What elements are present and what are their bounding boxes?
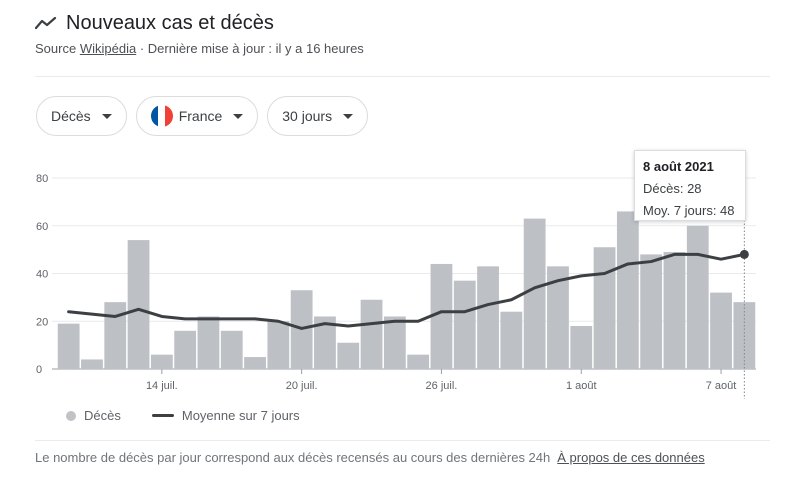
france-flag-icon [150, 105, 173, 127]
bar [220, 330, 243, 369]
y-tick-label: 80 [36, 173, 48, 185]
bar [383, 316, 406, 369]
bar [104, 302, 127, 369]
chevron-down-icon [101, 113, 112, 119]
bar [500, 311, 523, 369]
chart-legend: Décès Moyenne sur 7 jours [66, 408, 300, 423]
divider [35, 76, 770, 77]
bar [244, 357, 266, 369]
bar [477, 266, 499, 369]
bar [593, 247, 616, 369]
legend-average-swatch [151, 414, 174, 417]
average-line [67, 252, 746, 330]
source-line: Source Wikipédia · Dernière mise à jour … [35, 41, 364, 56]
chevron-down-icon [233, 113, 244, 119]
bar [453, 280, 476, 369]
period-dropdown[interactable]: 30 jours [267, 96, 369, 136]
chevron-down-icon [343, 113, 354, 119]
bar [663, 252, 686, 369]
legend-deaths-label: Décès [84, 408, 121, 423]
deaths-chart[interactable]: 0 20 40 60 80 14 juil. 20 juil. 26 juil. 1 août 7… [0, 140, 796, 410]
bar [710, 292, 732, 369]
update-info: · Dernière mise à jour : il y a 16 heure… [139, 41, 364, 56]
tooltip-date: 8 août 2021 [643, 159, 714, 174]
trend-icon [34, 16, 57, 30]
metric-dropdown[interactable]: Décès [36, 96, 127, 136]
bar [81, 359, 103, 369]
bar [616, 211, 639, 369]
legend-average-label: Moyenne sur 7 jours [181, 408, 300, 423]
country-dropdown[interactable]: France [135, 96, 259, 136]
y-tick-label: 60 [36, 221, 48, 233]
x-tick-label: 7 août [706, 380, 737, 392]
legend-deaths-swatch [66, 410, 76, 421]
period-value: 30 jours [282, 108, 333, 124]
source-label: Source [35, 41, 77, 56]
x-tick-label: 1 août [566, 380, 597, 392]
tooltip-average: Moy. 7 jours: 48 [643, 203, 735, 218]
bar [150, 354, 173, 369]
bar [314, 316, 336, 369]
metric-value: Décès [51, 108, 91, 124]
bar [197, 316, 220, 369]
divider [35, 440, 770, 441]
filter-bar: Décès France 30 jours [36, 96, 369, 136]
x-tick-label: 20 juil. [286, 380, 318, 392]
highlight-point [739, 249, 749, 259]
bar [174, 330, 197, 369]
bar [360, 299, 383, 369]
y-tick-label: 0 [36, 364, 42, 376]
header: Nouveaux cas et décès [34, 10, 770, 36]
bar [57, 323, 80, 369]
bar [523, 218, 546, 369]
source-link[interactable]: Wikipédia [79, 41, 137, 56]
bar [430, 263, 453, 369]
page-title: Nouveaux cas et décès [66, 11, 274, 34]
bar [407, 354, 430, 369]
tooltip-deaths: Décès: 28 [643, 181, 702, 196]
x-tick-label: 14 juil. [146, 380, 178, 392]
bar [570, 326, 593, 369]
bar [337, 342, 360, 369]
bar [267, 321, 290, 369]
bar [686, 225, 709, 369]
bar [547, 266, 569, 369]
country-value: France [178, 108, 223, 124]
x-tick-label: 26 juil. [426, 380, 458, 392]
footer: Le nombre de décès par jour correspond a… [35, 450, 705, 465]
bar [127, 240, 150, 369]
about-data-link[interactable]: À propos de ces données [557, 450, 705, 465]
footer-note: Le nombre de décès par jour correspond a… [35, 450, 551, 465]
bar [640, 254, 663, 369]
chart-tooltip: 8 août 2021 Décès: 28 Moy. 7 jours: 48 [634, 150, 746, 221]
y-tick-label: 40 [36, 269, 48, 281]
y-tick-label: 20 [36, 316, 48, 328]
